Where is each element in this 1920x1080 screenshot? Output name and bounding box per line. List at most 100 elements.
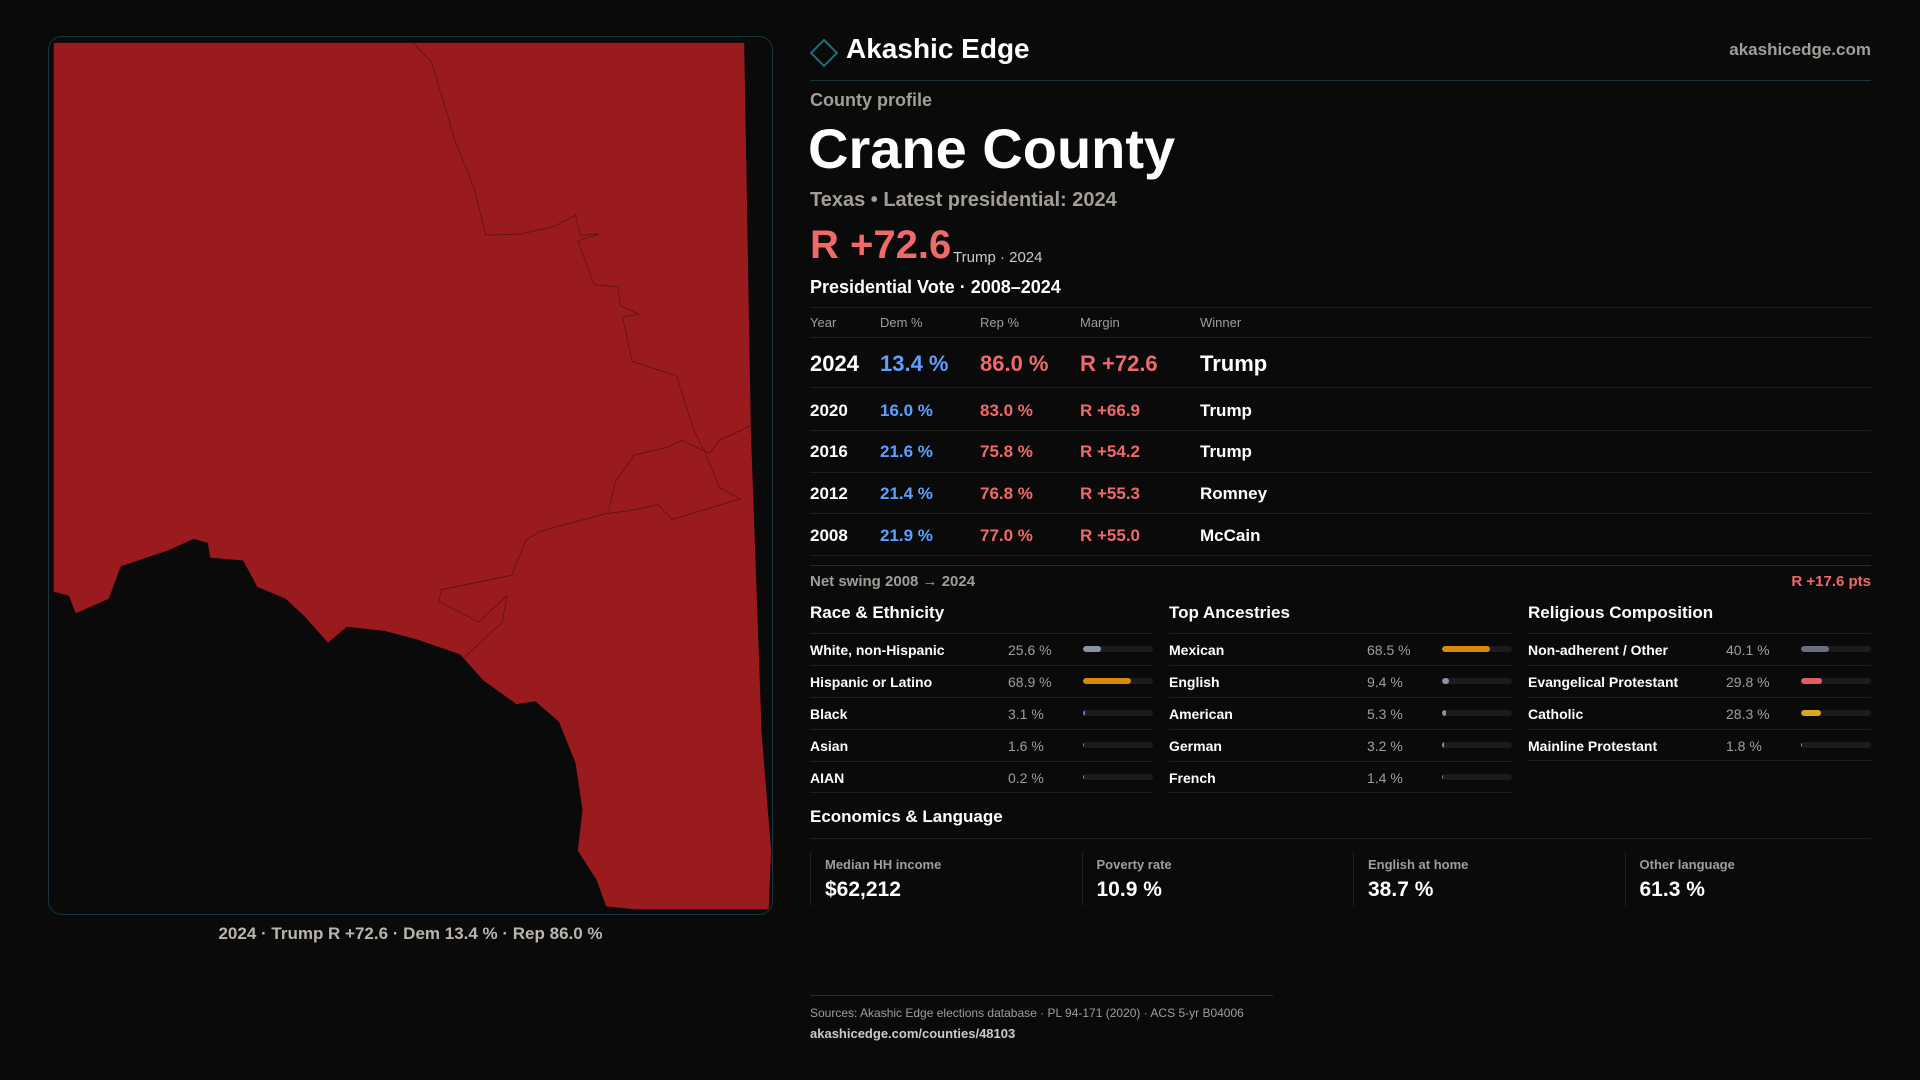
- stat-bar-fill: [1083, 742, 1085, 748]
- vote-rep: 83.0 %: [980, 401, 1033, 421]
- stat-label: English: [1169, 674, 1220, 690]
- econ-label: Other language: [1639, 857, 1735, 872]
- stat-bar-fill: [1083, 710, 1086, 716]
- stat-bar-fill: [1083, 774, 1085, 780]
- section-top-ancestries: Top Ancestries Mexican 68.5 % English 9.4 % A…: [1169, 603, 1512, 793]
- stat-value: 0.2 %: [1008, 770, 1044, 786]
- stat-bar: [1442, 742, 1512, 748]
- vote-margin: R +55.0: [1080, 526, 1141, 546]
- vote-year: 2008: [810, 526, 848, 546]
- vote-row: 2024 13.4 % 86.0 % R +72.6 Trump: [810, 342, 1871, 386]
- col-winner: Winner: [1200, 314, 1242, 330]
- vote-rep: 86.0 %: [980, 351, 1049, 377]
- county-shape[interactable]: [53, 42, 772, 910]
- stat-label: Catholic: [1528, 706, 1584, 722]
- stat-item: Asian 1.6 %: [810, 729, 1153, 761]
- section-religious-composition: Religious Composition Non-adherent / Othe…: [1528, 603, 1871, 761]
- stat-value: 68.5 %: [1367, 642, 1411, 658]
- stat-bar-fill: [1442, 742, 1445, 748]
- map-caption: 2024 · Trump R +72.6 · Dem 13.4 % · Rep …: [218, 924, 603, 943]
- stat-value: 29.8 %: [1726, 674, 1770, 690]
- brand-name: Akashic Edge: [846, 33, 1030, 64]
- stat-bar: [1442, 774, 1512, 780]
- vote-winner: Trump: [1200, 351, 1268, 377]
- stat-item: AIAN 0.2 %: [810, 761, 1153, 793]
- vote-margin: R +54.2: [1080, 442, 1141, 462]
- stat-bar: [1801, 646, 1871, 652]
- votes-title: Presidential Vote · 2008–2024: [810, 277, 1061, 297]
- stat-value: 25.6 %: [1008, 642, 1052, 658]
- vote-rep: 77.0 %: [980, 526, 1033, 546]
- section-title: Religious Composition: [1528, 603, 1714, 622]
- section-title: Top Ancestries: [1169, 603, 1290, 622]
- vote-margin: R +66.9: [1080, 401, 1141, 421]
- col-dem: Dem %: [880, 314, 923, 330]
- section-race-ethnicity: Race & Ethnicity White, non-Hispanic 25.6 …: [810, 603, 1153, 793]
- stat-value: 28.3 %: [1726, 706, 1770, 722]
- stat-label: Asian: [810, 738, 849, 754]
- precinct-border: [608, 425, 751, 511]
- stat-item: Hispanic or Latino 68.9 %: [810, 665, 1153, 697]
- brand-url[interactable]: akashicedge.com: [1729, 40, 1871, 59]
- swing-value: R +17.6 pts: [1791, 573, 1871, 590]
- stat-bar: [1801, 678, 1871, 684]
- stat-item: German 3.2 %: [1169, 729, 1512, 761]
- stat-bar-fill: [1442, 774, 1444, 780]
- stat-bar-fill: [1801, 742, 1803, 748]
- stat-value: 3.1 %: [1008, 706, 1044, 722]
- vote-row: 2012 21.4 % 76.8 % R +55.3 Romney: [810, 475, 1871, 513]
- vote-year: 2024: [810, 351, 859, 377]
- stat-bar-fill: [1442, 646, 1490, 652]
- vote-dem: 16.0 %: [880, 401, 933, 421]
- stat-value: 1.6 %: [1008, 738, 1044, 754]
- vote-year: 2012: [810, 484, 848, 504]
- col-year: Year: [810, 314, 837, 330]
- stat-value: 1.4 %: [1367, 770, 1403, 786]
- econ-label: Poverty rate: [1096, 857, 1172, 872]
- stat-item: French 1.4 %: [1169, 761, 1512, 793]
- stat-item: Mainline Protestant 1.8 %: [1528, 729, 1871, 761]
- stat-value: 5.3 %: [1367, 706, 1403, 722]
- stat-label: AIAN: [810, 770, 845, 786]
- vote-year: 2020: [810, 401, 848, 421]
- stat-bar-fill: [1442, 710, 1446, 716]
- stat-bar-fill: [1801, 710, 1821, 716]
- vote-year: 2016: [810, 442, 848, 462]
- stat-item: Black 3.1 %: [810, 697, 1153, 729]
- stat-label: German: [1169, 738, 1222, 754]
- vote-row: 2020 16.0 % 83.0 % R +66.9 Trump: [810, 392, 1871, 430]
- stat-label: French: [1169, 770, 1216, 786]
- stat-label: Mexican: [1169, 642, 1225, 658]
- vote-winner: Trump: [1200, 442, 1252, 462]
- col-margin: Margin: [1080, 314, 1120, 330]
- vote-row: 2016 21.6 % 75.8 % R +54.2 Trump: [810, 433, 1871, 471]
- stat-bar: [1801, 742, 1871, 748]
- county-url[interactable]: akashicedge.com/counties/48103: [810, 1026, 1016, 1041]
- econ-label: English at home: [1368, 857, 1469, 872]
- econ-card: Poverty rate 10.9 %: [1081, 852, 1342, 906]
- col-rep: Rep %: [980, 314, 1020, 330]
- eyebrow: County profile: [810, 90, 932, 110]
- stat-label: Evangelical Protestant: [1528, 674, 1679, 690]
- stat-label: American: [1169, 706, 1233, 722]
- stat-label: Hispanic or Latino: [810, 674, 933, 690]
- stat-bar: [1083, 646, 1153, 652]
- stat-item: English 9.4 %: [1169, 665, 1512, 697]
- stat-bar-fill: [1801, 678, 1822, 684]
- econ-card: Other language 61.3 %: [1624, 852, 1885, 906]
- stat-bar-fill: [1442, 678, 1449, 684]
- vote-dem: 13.4 %: [880, 351, 949, 377]
- stat-label: Non-adherent / Other: [1528, 642, 1669, 658]
- section-title: Race & Ethnicity: [810, 603, 945, 622]
- stat-item: Catholic 28.3 %: [1528, 697, 1871, 729]
- county-map[interactable]: [48, 36, 773, 915]
- stat-bar: [1442, 710, 1512, 716]
- vote-dem: 21.9 %: [880, 526, 933, 546]
- econ-value: 10.9 %: [1096, 878, 1162, 901]
- stat-bar: [1442, 678, 1512, 684]
- stat-label: White, non-Hispanic: [810, 642, 945, 658]
- vote-rep: 75.8 %: [980, 442, 1033, 462]
- stat-item: White, non-Hispanic 25.6 %: [810, 633, 1153, 665]
- vote-winner: Trump: [1200, 401, 1252, 421]
- sources: Sources: Akashic Edge elections database…: [810, 1006, 1244, 1020]
